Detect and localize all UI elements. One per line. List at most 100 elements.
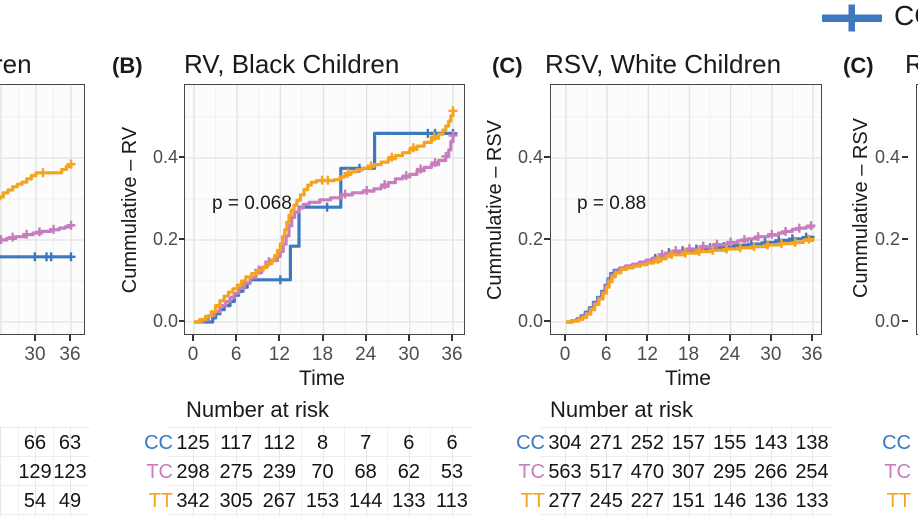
risk-table-gridline [168,514,472,515]
risk-table-gridline [168,427,472,428]
risk-table-gridline [300,426,302,517]
risk-value: 157 [671,432,706,454]
x-tick-label: 0 [559,344,571,365]
risk-value: 63 [58,432,82,454]
x-tick-label: 18 [677,344,700,365]
risk-value: 277 [548,490,582,512]
x-tick-mark [728,335,731,341]
risk-value: 143 [754,432,788,454]
risk-table-gridline [812,426,813,517]
x-tick-mark [192,335,194,341]
x-tick-label: 12 [636,344,658,365]
risk-table-gridline [791,426,793,517]
risk-table-gridline [430,426,432,517]
x-tick-label: 36 [801,344,823,365]
risk-table-gridline [52,426,54,517]
risk-value: 133 [795,490,829,512]
risk-value: 254 [795,461,829,483]
x-tick-label: 0 [187,344,199,365]
risk-table-gridline [279,426,281,517]
risk-table-gridline [565,426,566,517]
x-tick-mark [769,335,772,341]
survival-curve-tc [194,135,455,324]
risk-value: 252 [630,432,665,454]
risk-value: 62 [397,461,420,483]
legend-plus [848,4,855,32]
risk-table-gridline [408,426,410,517]
y-tick-label: 0.4 [874,147,900,167]
risk-table-gridline [35,426,36,517]
panel-c-risk-table-header: Number at risk [550,397,694,422]
risk-value: 6 [403,432,415,454]
risk-value: 271 [589,432,623,454]
risk-value: 123 [53,461,87,483]
y-tick-mark [902,156,908,158]
risk-value: 54 [23,490,47,512]
risk-row-label-tt: TT [520,490,545,512]
risk-value: 144 [348,490,383,512]
x-tick-label: 24 [719,344,741,365]
risk-value: 6 [446,432,458,454]
risk-value: 136 [754,490,788,512]
x-tick-mark [34,335,36,341]
y-tick-mark [902,320,908,322]
risk-table-gridline [688,426,690,517]
x-tick-label: 6 [230,344,242,365]
risk-table-gridline [452,426,453,517]
risk-value: 129 [18,461,52,483]
risk-value: 66 [23,432,47,454]
x-tick-mark [811,335,813,341]
risk-row-label-tc: TC [518,461,545,483]
risk-table-gridline [750,426,752,517]
risk-table-gridline [193,426,194,517]
y-tick-mark [544,238,550,240]
panel-b-title: RV, Black Children [184,49,400,79]
x-tick-label: 36 [59,344,81,365]
x-tick-mark [407,335,410,341]
risk-table-gridline [585,426,587,517]
survival-curve-tc [0,225,73,242]
survival-curve-tt [0,164,73,201]
y-tick-mark [179,238,185,240]
risk-value: 7 [360,432,372,454]
risk-row-label-cc: CC [882,432,911,454]
x-tick-label: 30 [760,344,782,365]
risk-value: 138 [795,432,829,454]
risk-value: 298 [176,461,210,483]
risk-row-label-cc: CC [144,432,173,454]
y-tick-label: 0.2 [874,229,900,249]
panel-c-p-value: p = 0.88 [577,193,647,214]
panel-b-y-axis-label: Cummulative – RV [119,126,141,294]
risk-value: 266 [754,461,788,483]
y-tick-label: 0.0 [517,311,543,331]
risk-value: 304 [548,432,582,454]
risk-value: 470 [630,461,665,483]
risk-table-gridline [540,514,832,515]
panel-c-label: (C) [492,53,523,78]
risk-table-gridline [0,514,90,515]
risk-table-gridline [606,426,608,517]
risk-table-gridline [626,426,628,517]
risk-row-label-tc: TC [884,461,911,483]
x-tick-label: 24 [355,344,377,365]
x-tick-label: 30 [24,344,46,365]
x-tick-label: 18 [311,344,334,365]
x-tick-label: 6 [600,344,612,365]
x-tick-label: 36 [441,344,463,365]
risk-table-gridline [729,426,731,517]
risk-value: 70 [311,461,334,483]
risk-row-label-cc: CC [516,432,545,454]
y-tick-mark [544,156,550,158]
panel-b-x-axis-label: Time [299,367,345,390]
risk-value: 227 [630,490,665,512]
risk-value: 113 [436,490,468,512]
risk-table-gridline [540,456,832,457]
risk-value: 307 [671,461,706,483]
risk-value: 267 [262,490,297,512]
risk-table-gridline [344,426,346,517]
risk-table-gridline [214,426,216,517]
risk-table-gridline [0,456,90,457]
y-tick-label: 0.4 [152,147,178,167]
panel-c-y-axis-label: Cummulative – RSV [484,119,506,301]
